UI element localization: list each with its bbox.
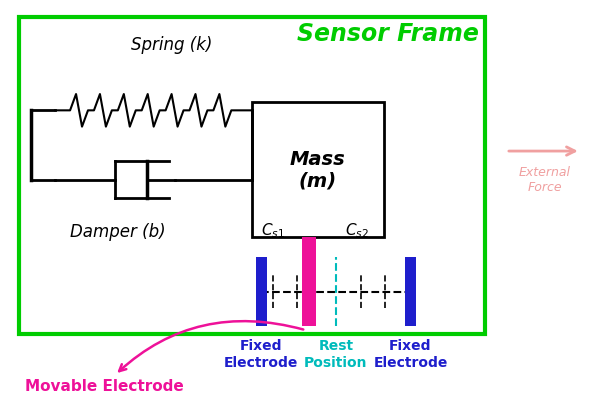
Bar — [19, 18, 485, 335]
Text: Spring (k): Spring (k) — [131, 36, 212, 54]
Text: Mass
(m): Mass (m) — [290, 150, 346, 191]
Text: Fixed
Electrode: Fixed Electrode — [373, 339, 448, 369]
Bar — [252, 103, 383, 237]
Bar — [302, 237, 316, 326]
Bar — [256, 257, 266, 326]
Text: Fixed
Electrode: Fixed Electrode — [224, 339, 298, 369]
Text: Rest
Position: Rest Position — [304, 339, 368, 369]
Text: External
Force: External Force — [519, 166, 571, 194]
Bar — [405, 257, 416, 326]
Text: $C_{s1}$: $C_{s1}$ — [261, 220, 285, 239]
Text: Sensor Frame: Sensor Frame — [297, 22, 479, 46]
Text: Damper (b): Damper (b) — [70, 223, 166, 241]
Text: $C_{s2}$: $C_{s2}$ — [345, 220, 368, 239]
Text: Movable Electrode: Movable Electrode — [25, 321, 303, 393]
